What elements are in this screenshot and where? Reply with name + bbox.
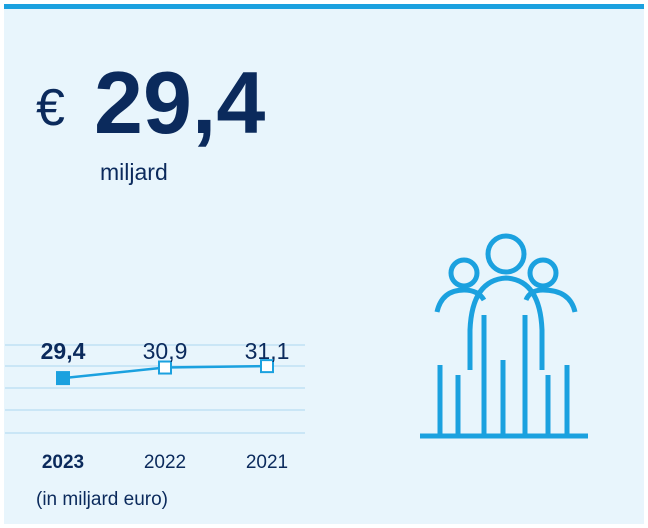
y-axis-note: (in miljard euro) [36,489,168,510]
headline-value: 29,4 [94,53,265,152]
value-label: 29,4 [41,338,86,364]
value-label: 30,9 [143,338,188,364]
headline-unit: miljard [100,159,168,185]
x-tick-label: 2022 [144,452,186,473]
top-border [4,4,644,9]
marker [260,359,274,374]
marker [158,360,172,375]
value-label: 31,1 [245,338,290,364]
people-icon [420,233,588,439]
x-tick-label: 2021 [246,452,288,473]
currency: € [36,79,65,137]
marker [56,371,70,386]
x-tick-label: 2023 [42,452,84,473]
